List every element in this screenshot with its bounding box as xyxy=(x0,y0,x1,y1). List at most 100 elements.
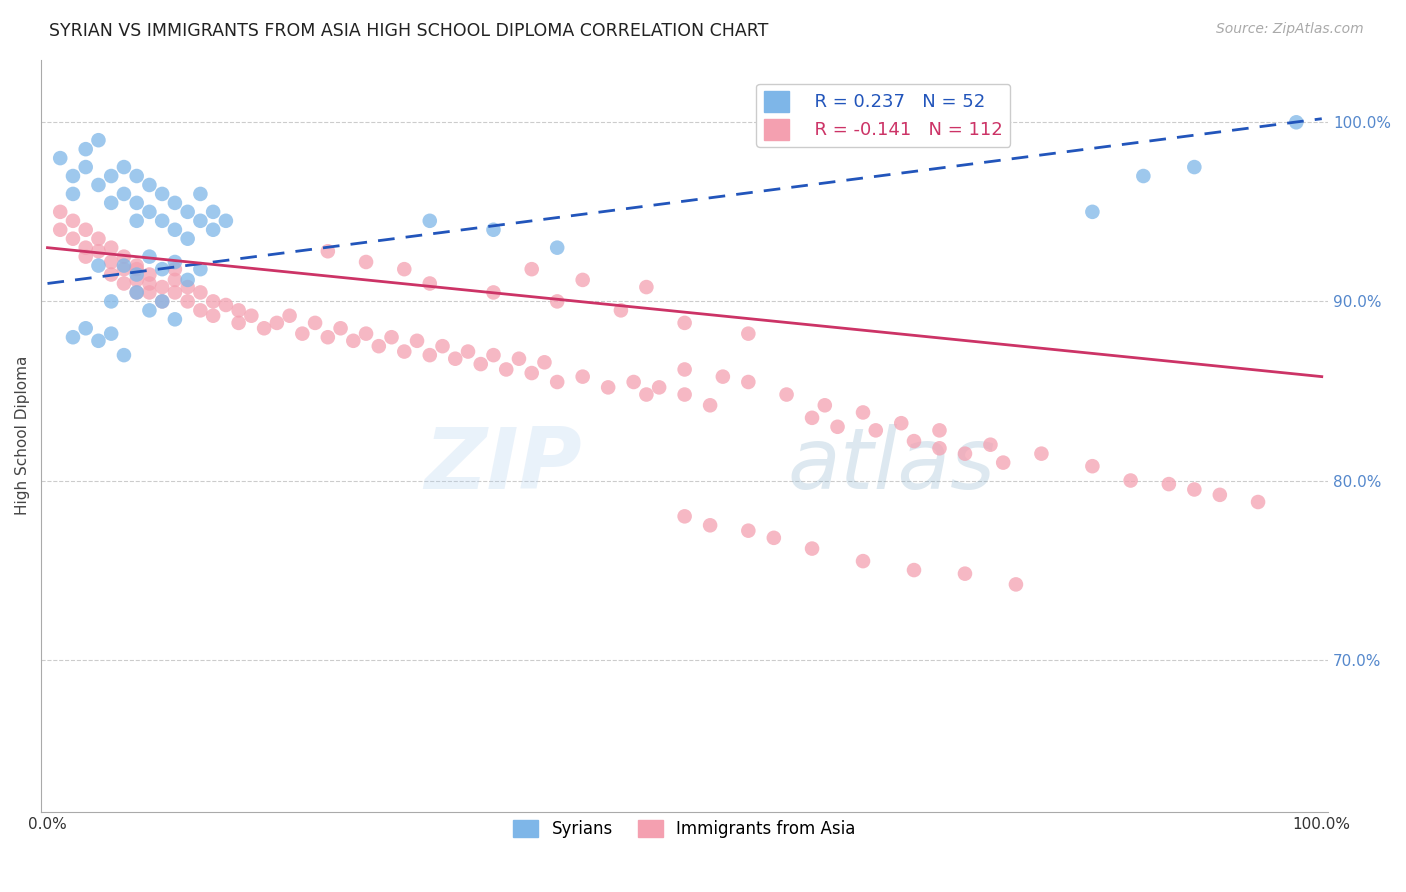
Point xyxy=(75,250,97,264)
Point xyxy=(648,380,671,394)
Point xyxy=(176,204,198,219)
Point xyxy=(100,255,122,269)
Point xyxy=(163,223,186,237)
Point xyxy=(953,566,976,581)
Point xyxy=(49,151,72,165)
Point xyxy=(202,204,225,219)
Text: SYRIAN VS IMMIGRANTS FROM ASIA HIGH SCHOOL DIPLOMA CORRELATION CHART: SYRIAN VS IMMIGRANTS FROM ASIA HIGH SCHO… xyxy=(49,22,769,40)
Point xyxy=(470,357,492,371)
Point xyxy=(176,280,198,294)
Point xyxy=(737,326,759,341)
Point xyxy=(419,348,441,362)
Point xyxy=(673,316,696,330)
Point xyxy=(508,351,530,366)
Point xyxy=(138,178,160,192)
Point xyxy=(533,355,555,369)
Point xyxy=(329,321,352,335)
Point xyxy=(1209,488,1232,502)
Point xyxy=(419,277,441,291)
Point xyxy=(406,334,429,348)
Point xyxy=(138,204,160,219)
Point xyxy=(342,334,364,348)
Point xyxy=(125,169,148,183)
Point xyxy=(138,277,160,291)
Point xyxy=(865,423,887,437)
Point xyxy=(673,509,696,524)
Point xyxy=(495,362,517,376)
Point xyxy=(354,255,377,269)
Point xyxy=(903,563,925,577)
Point xyxy=(278,309,301,323)
Point xyxy=(62,214,84,228)
Point xyxy=(1119,474,1142,488)
Point xyxy=(444,351,467,366)
Point xyxy=(190,285,212,300)
Point xyxy=(928,423,950,437)
Point xyxy=(87,259,110,273)
Point xyxy=(163,312,186,326)
Point xyxy=(112,160,135,174)
Point xyxy=(75,160,97,174)
Point xyxy=(903,434,925,449)
Point xyxy=(138,268,160,282)
Point xyxy=(673,387,696,401)
Point xyxy=(75,321,97,335)
Point xyxy=(737,375,759,389)
Point xyxy=(190,186,212,201)
Point xyxy=(150,186,173,201)
Point xyxy=(87,244,110,259)
Point xyxy=(100,195,122,210)
Point xyxy=(801,541,824,556)
Point xyxy=(125,195,148,210)
Point xyxy=(380,330,402,344)
Point xyxy=(49,223,72,237)
Point xyxy=(163,262,186,277)
Point xyxy=(610,303,633,318)
Point xyxy=(394,262,416,277)
Point xyxy=(1182,160,1205,174)
Point xyxy=(316,330,339,344)
Y-axis label: High School Diploma: High School Diploma xyxy=(15,356,30,516)
Point xyxy=(112,259,135,273)
Point xyxy=(482,223,505,237)
Point xyxy=(598,380,620,394)
Point xyxy=(150,280,173,294)
Point xyxy=(394,344,416,359)
Point xyxy=(150,262,173,277)
Point xyxy=(87,232,110,246)
Point xyxy=(1005,577,1028,591)
Point xyxy=(814,398,837,412)
Point xyxy=(87,178,110,192)
Point xyxy=(150,294,173,309)
Point xyxy=(125,214,148,228)
Point xyxy=(291,326,314,341)
Point xyxy=(163,273,186,287)
Point xyxy=(202,309,225,323)
Point xyxy=(993,456,1015,470)
Point xyxy=(228,316,250,330)
Point xyxy=(316,244,339,259)
Point xyxy=(138,285,160,300)
Point xyxy=(100,241,122,255)
Point xyxy=(112,262,135,277)
Legend: Syrians, Immigrants from Asia: Syrians, Immigrants from Asia xyxy=(506,814,862,845)
Point xyxy=(852,405,875,419)
Point xyxy=(546,294,568,309)
Point xyxy=(367,339,389,353)
Point xyxy=(112,348,135,362)
Point xyxy=(928,442,950,456)
Point xyxy=(457,344,479,359)
Point xyxy=(125,285,148,300)
Point xyxy=(125,268,148,282)
Point xyxy=(125,273,148,287)
Point xyxy=(176,294,198,309)
Point xyxy=(623,375,645,389)
Point xyxy=(125,285,148,300)
Point xyxy=(190,262,212,277)
Point xyxy=(87,334,110,348)
Point xyxy=(150,294,173,309)
Point xyxy=(176,273,198,287)
Point xyxy=(432,339,454,353)
Point xyxy=(87,133,110,147)
Point xyxy=(163,255,186,269)
